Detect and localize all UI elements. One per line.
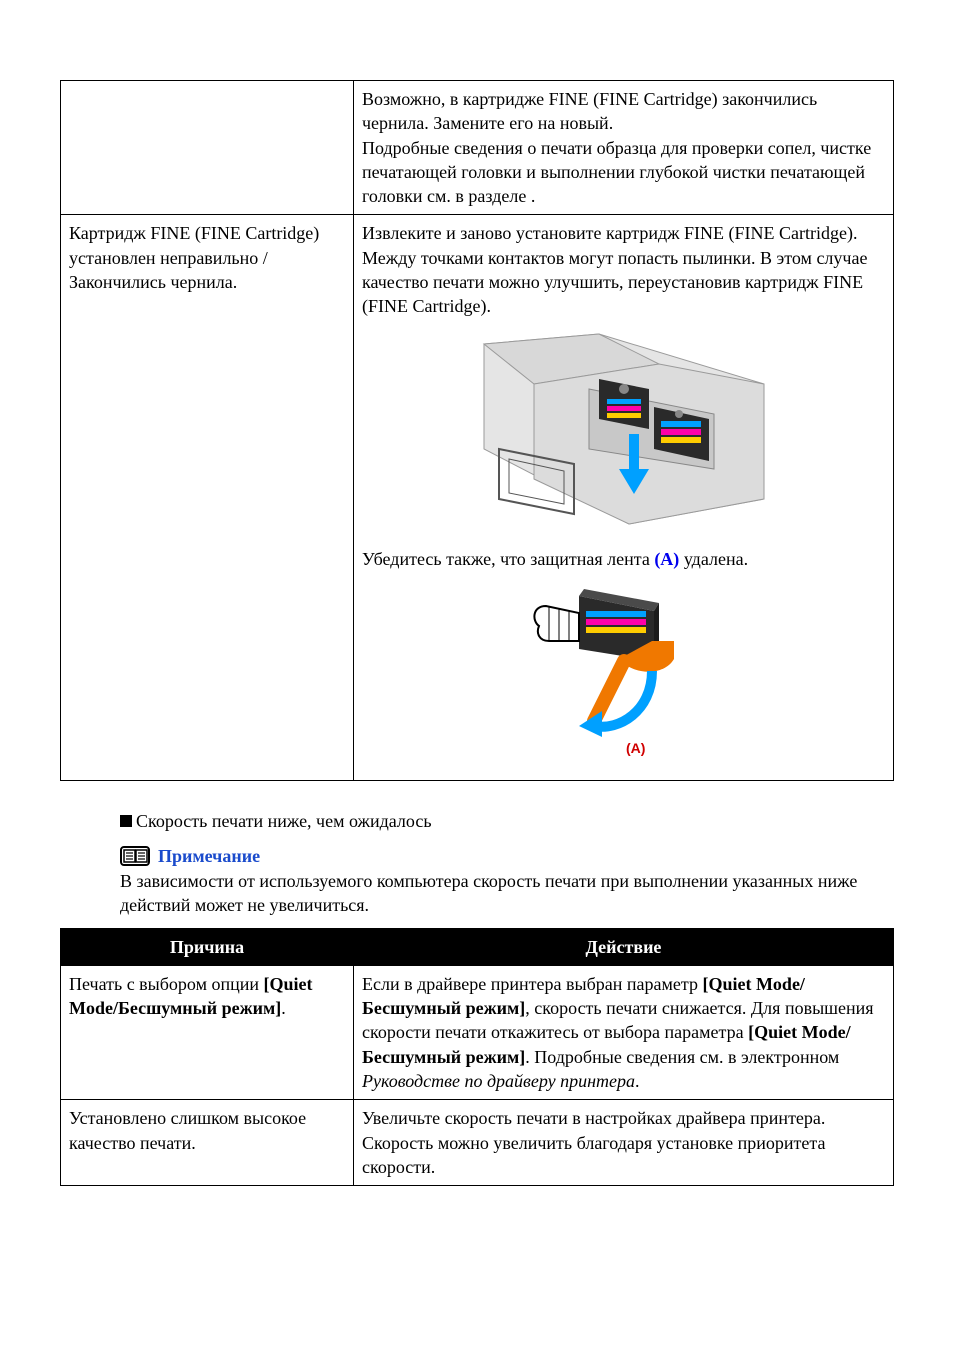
action-text: Извлеките и заново установите картридж F… — [362, 221, 885, 245]
text-fragment: Если в драйвере принтера выбран параметр — [362, 974, 702, 994]
action-cell: Если в драйвере принтера выбран параметр… — [354, 965, 894, 1099]
table-row: Печать с выбором опции [Quiet Mode/Бесшу… — [61, 965, 894, 1099]
note-block: Примечание В зависимости от используемог… — [120, 846, 894, 918]
action-cell: Возможно, в картридже FINE (FINE Cartrid… — [354, 81, 894, 215]
cause-cell: Установлено слишком высокое качество печ… — [61, 1100, 354, 1186]
note-head: Примечание — [120, 846, 894, 867]
table-header-row: Причина Действие — [61, 928, 894, 965]
action-cell: Извлеките и заново установите картридж F… — [354, 215, 894, 780]
action-text-fragment: Убедитесь также, что защитная лента — [362, 549, 654, 569]
cartridge-install-illustration — [362, 319, 885, 547]
action-text: Возможно, в картридже FINE (FINE Cartrid… — [362, 87, 885, 136]
troubleshooting-table-2: Причина Действие Печать с выбором опции … — [60, 928, 894, 1187]
text-fragment: Руководстве по драйверу принтера — [362, 1071, 635, 1091]
text-fragment: . — [281, 998, 286, 1018]
table-row: Картридж FINE (FINE Cartridge) установле… — [61, 215, 894, 780]
action-cell: Увеличьте скорость печати в настройках д… — [354, 1100, 894, 1186]
section-heading: Скорость печати ниже, чем ожидалось — [120, 811, 894, 832]
note-body: В зависимости от используемого компьютер… — [120, 869, 894, 918]
table-row: Возможно, в картридже FINE (FINE Cartrid… — [61, 81, 894, 215]
tape-label-a: (A) — [626, 740, 645, 756]
text-fragment: . — [635, 1071, 640, 1091]
action-text-fragment: удалена. — [679, 549, 748, 569]
th-action: Действие — [354, 928, 894, 965]
protective-tape-ref-link[interactable]: (A) — [654, 549, 679, 569]
text-fragment: Печать с выбором опции — [69, 974, 264, 994]
page: Возможно, в картридже FINE (FINE Cartrid… — [0, 0, 954, 1336]
note-title: Примечание — [158, 846, 260, 867]
action-text-fragment: . — [526, 186, 535, 206]
action-text-fragment: Подробные сведения о печати образца для … — [362, 138, 871, 207]
text-fragment: . Подробные сведения см. в электронном — [525, 1047, 839, 1067]
action-text: Убедитесь также, что защитная лента (A) … — [362, 547, 885, 571]
remove-tape-illustration: (A) — [362, 571, 885, 774]
th-cause: Причина — [61, 928, 354, 965]
action-text: Подробные сведения о печати образца для … — [362, 136, 885, 209]
bullet-square-icon — [120, 815, 132, 827]
troubleshooting-table-1: Возможно, в картридже FINE (FINE Cartrid… — [60, 80, 894, 781]
printer-cartridge-svg — [479, 329, 769, 529]
cause-cell: Печать с выбором опции [Quiet Mode/Бесшу… — [61, 965, 354, 1099]
note-icon — [120, 846, 150, 866]
remove-tape-svg: (A) — [524, 581, 724, 756]
table-row: Установлено слишком высокое качество печ… — [61, 1100, 894, 1186]
cause-cell — [61, 81, 354, 215]
cause-cell: Картридж FINE (FINE Cartridge) установле… — [61, 215, 354, 780]
section-heading-text: Скорость печати ниже, чем ожидалось — [136, 811, 432, 832]
action-text: Между точками контактов могут попасть пы… — [362, 246, 885, 319]
